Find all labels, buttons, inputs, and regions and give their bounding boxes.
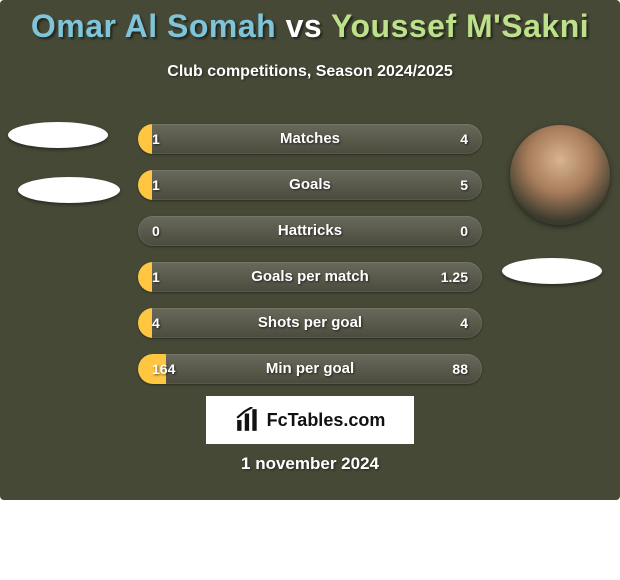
player1-name-ellipse: [8, 122, 108, 148]
stat-label: Goals: [138, 170, 482, 200]
player1-name: Omar Al Somah: [31, 8, 276, 44]
stat-label: Min per goal: [138, 354, 482, 384]
stat-row: 16488Min per goal: [138, 354, 482, 384]
stat-row: 00Hattricks: [138, 216, 482, 246]
stat-label: Matches: [138, 124, 482, 154]
footer-date: 1 november 2024: [0, 454, 620, 474]
stat-row: 11.25Goals per match: [138, 262, 482, 292]
stat-row: 14Matches: [138, 124, 482, 154]
stat-bars: 14Matches 15Goals 00Hattricks 11.25Goals pe…: [138, 124, 482, 400]
stat-label: Goals per match: [138, 262, 482, 292]
stat-row: 44Shots per goal: [138, 308, 482, 338]
subtitle: Club competitions, Season 2024/2025: [0, 63, 620, 81]
player2-name: Youssef M'Sakni: [331, 8, 589, 44]
player2-name-ellipse: [502, 258, 602, 284]
fctables-logo[interactable]: FcTables.com: [206, 396, 414, 444]
comparison-card: Omar Al Somah vs Youssef M'Sakni Club co…: [0, 0, 620, 500]
logo-text: FcTables.com: [267, 410, 386, 431]
vs-label: vs: [286, 8, 323, 44]
stat-label: Hattricks: [138, 216, 482, 246]
player2-avatar: [510, 125, 610, 225]
player1-name-ellipse-2: [18, 177, 120, 203]
page-title: Omar Al Somah vs Youssef M'Sakni: [0, 0, 620, 45]
stat-row: 15Goals: [138, 170, 482, 200]
chart-icon: [235, 407, 261, 433]
stat-label: Shots per goal: [138, 308, 482, 338]
